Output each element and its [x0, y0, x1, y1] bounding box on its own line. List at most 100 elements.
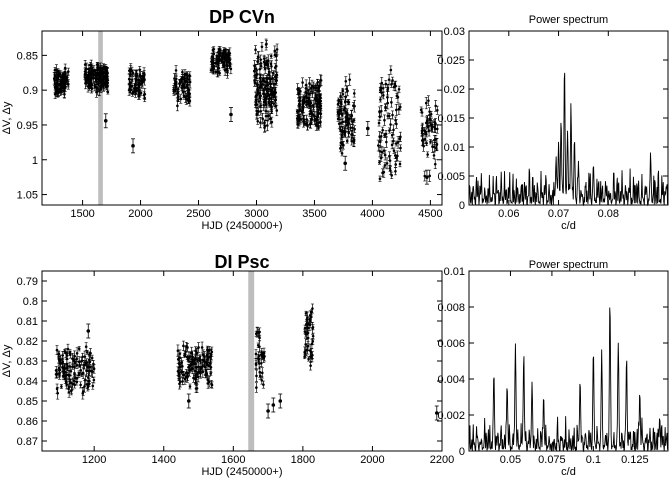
data-point [424, 101, 428, 105]
data-point [339, 121, 343, 125]
data-point [205, 354, 209, 357]
data-point [269, 62, 273, 66]
x-tick-label: 1600 [221, 454, 245, 466]
data-point [263, 62, 267, 66]
data-point [394, 118, 397, 122]
data-point [428, 174, 431, 178]
data-point [256, 83, 259, 86]
x-tick-label: 3500 [302, 208, 326, 220]
data-point [344, 110, 347, 114]
data-point [270, 120, 274, 124]
data-point [391, 79, 394, 82]
data-point [254, 352, 258, 356]
data-point [254, 73, 258, 77]
data-point [72, 379, 76, 382]
data-point [310, 84, 314, 88]
y-tick-label: 0.95 [17, 120, 38, 132]
y-tick-label: 0.02 [444, 84, 465, 96]
data-point [431, 125, 434, 128]
data-point [268, 103, 272, 107]
y-tick-label: 0.8 [23, 296, 38, 308]
data-point [309, 109, 312, 113]
data-point [425, 175, 429, 179]
x-tick-label: 1500 [70, 208, 94, 220]
data-point [57, 90, 60, 93]
data-point [394, 163, 398, 166]
highlight-band [248, 271, 255, 451]
data-point [201, 370, 205, 374]
data-point [254, 103, 257, 107]
data-point [59, 361, 62, 365]
data-point [424, 132, 428, 136]
data-point [258, 336, 261, 340]
data-point [67, 70, 70, 73]
data-point [92, 367, 96, 371]
data-point [66, 347, 70, 351]
data-point [382, 170, 386, 174]
data-point [265, 88, 269, 91]
data-point [259, 121, 262, 124]
data-point [340, 152, 344, 155]
data-point [382, 94, 385, 97]
data-point [385, 140, 388, 144]
data-point [60, 90, 63, 93]
data-point [350, 133, 353, 136]
data-point [389, 169, 392, 172]
data-point [389, 68, 393, 72]
data-point [185, 376, 189, 379]
data-point [129, 73, 132, 76]
data-point [176, 349, 180, 352]
data-point [203, 361, 207, 364]
data-point [350, 139, 354, 143]
data-point [396, 141, 400, 144]
data-point [71, 357, 74, 360]
data-point [266, 77, 269, 80]
data-point [306, 344, 310, 348]
data-point [394, 142, 398, 145]
data-point [390, 133, 394, 137]
data-point [275, 109, 279, 112]
data-point [380, 81, 384, 85]
data-point [434, 137, 438, 141]
data-point [200, 346, 204, 349]
data-point [261, 353, 265, 356]
data-point [392, 85, 396, 89]
data-point [432, 145, 436, 149]
chart-title: Power spectrum [529, 14, 608, 26]
data-point [95, 63, 99, 67]
data-point [87, 358, 91, 362]
data-point [56, 70, 60, 73]
data-point [176, 87, 180, 91]
data-point [345, 123, 349, 126]
data-point [316, 102, 320, 106]
data-point [427, 129, 431, 132]
data-point [211, 57, 215, 61]
data-point [304, 352, 307, 355]
data-point [229, 112, 233, 117]
data-point [302, 118, 306, 121]
data-point [81, 355, 84, 359]
data-point [389, 123, 392, 126]
data-point [433, 162, 437, 166]
data-point [339, 109, 343, 112]
data-point [262, 92, 265, 96]
data-point [60, 385, 63, 388]
data-point [182, 84, 186, 87]
data-point [344, 120, 347, 124]
x-tick-label: 2500 [186, 208, 210, 220]
data-point [86, 75, 90, 78]
data-point [77, 373, 81, 377]
data-point [271, 91, 275, 94]
data-point [55, 387, 59, 391]
data-point [217, 66, 221, 70]
data-point [259, 104, 263, 107]
data-point [267, 114, 271, 117]
data-point [432, 154, 436, 157]
data-point [84, 71, 87, 74]
data-point [183, 80, 187, 83]
data-point [96, 83, 100, 86]
data-point [141, 74, 144, 78]
data-point [71, 365, 74, 368]
data-point [307, 357, 310, 361]
highlight-band [98, 31, 103, 205]
